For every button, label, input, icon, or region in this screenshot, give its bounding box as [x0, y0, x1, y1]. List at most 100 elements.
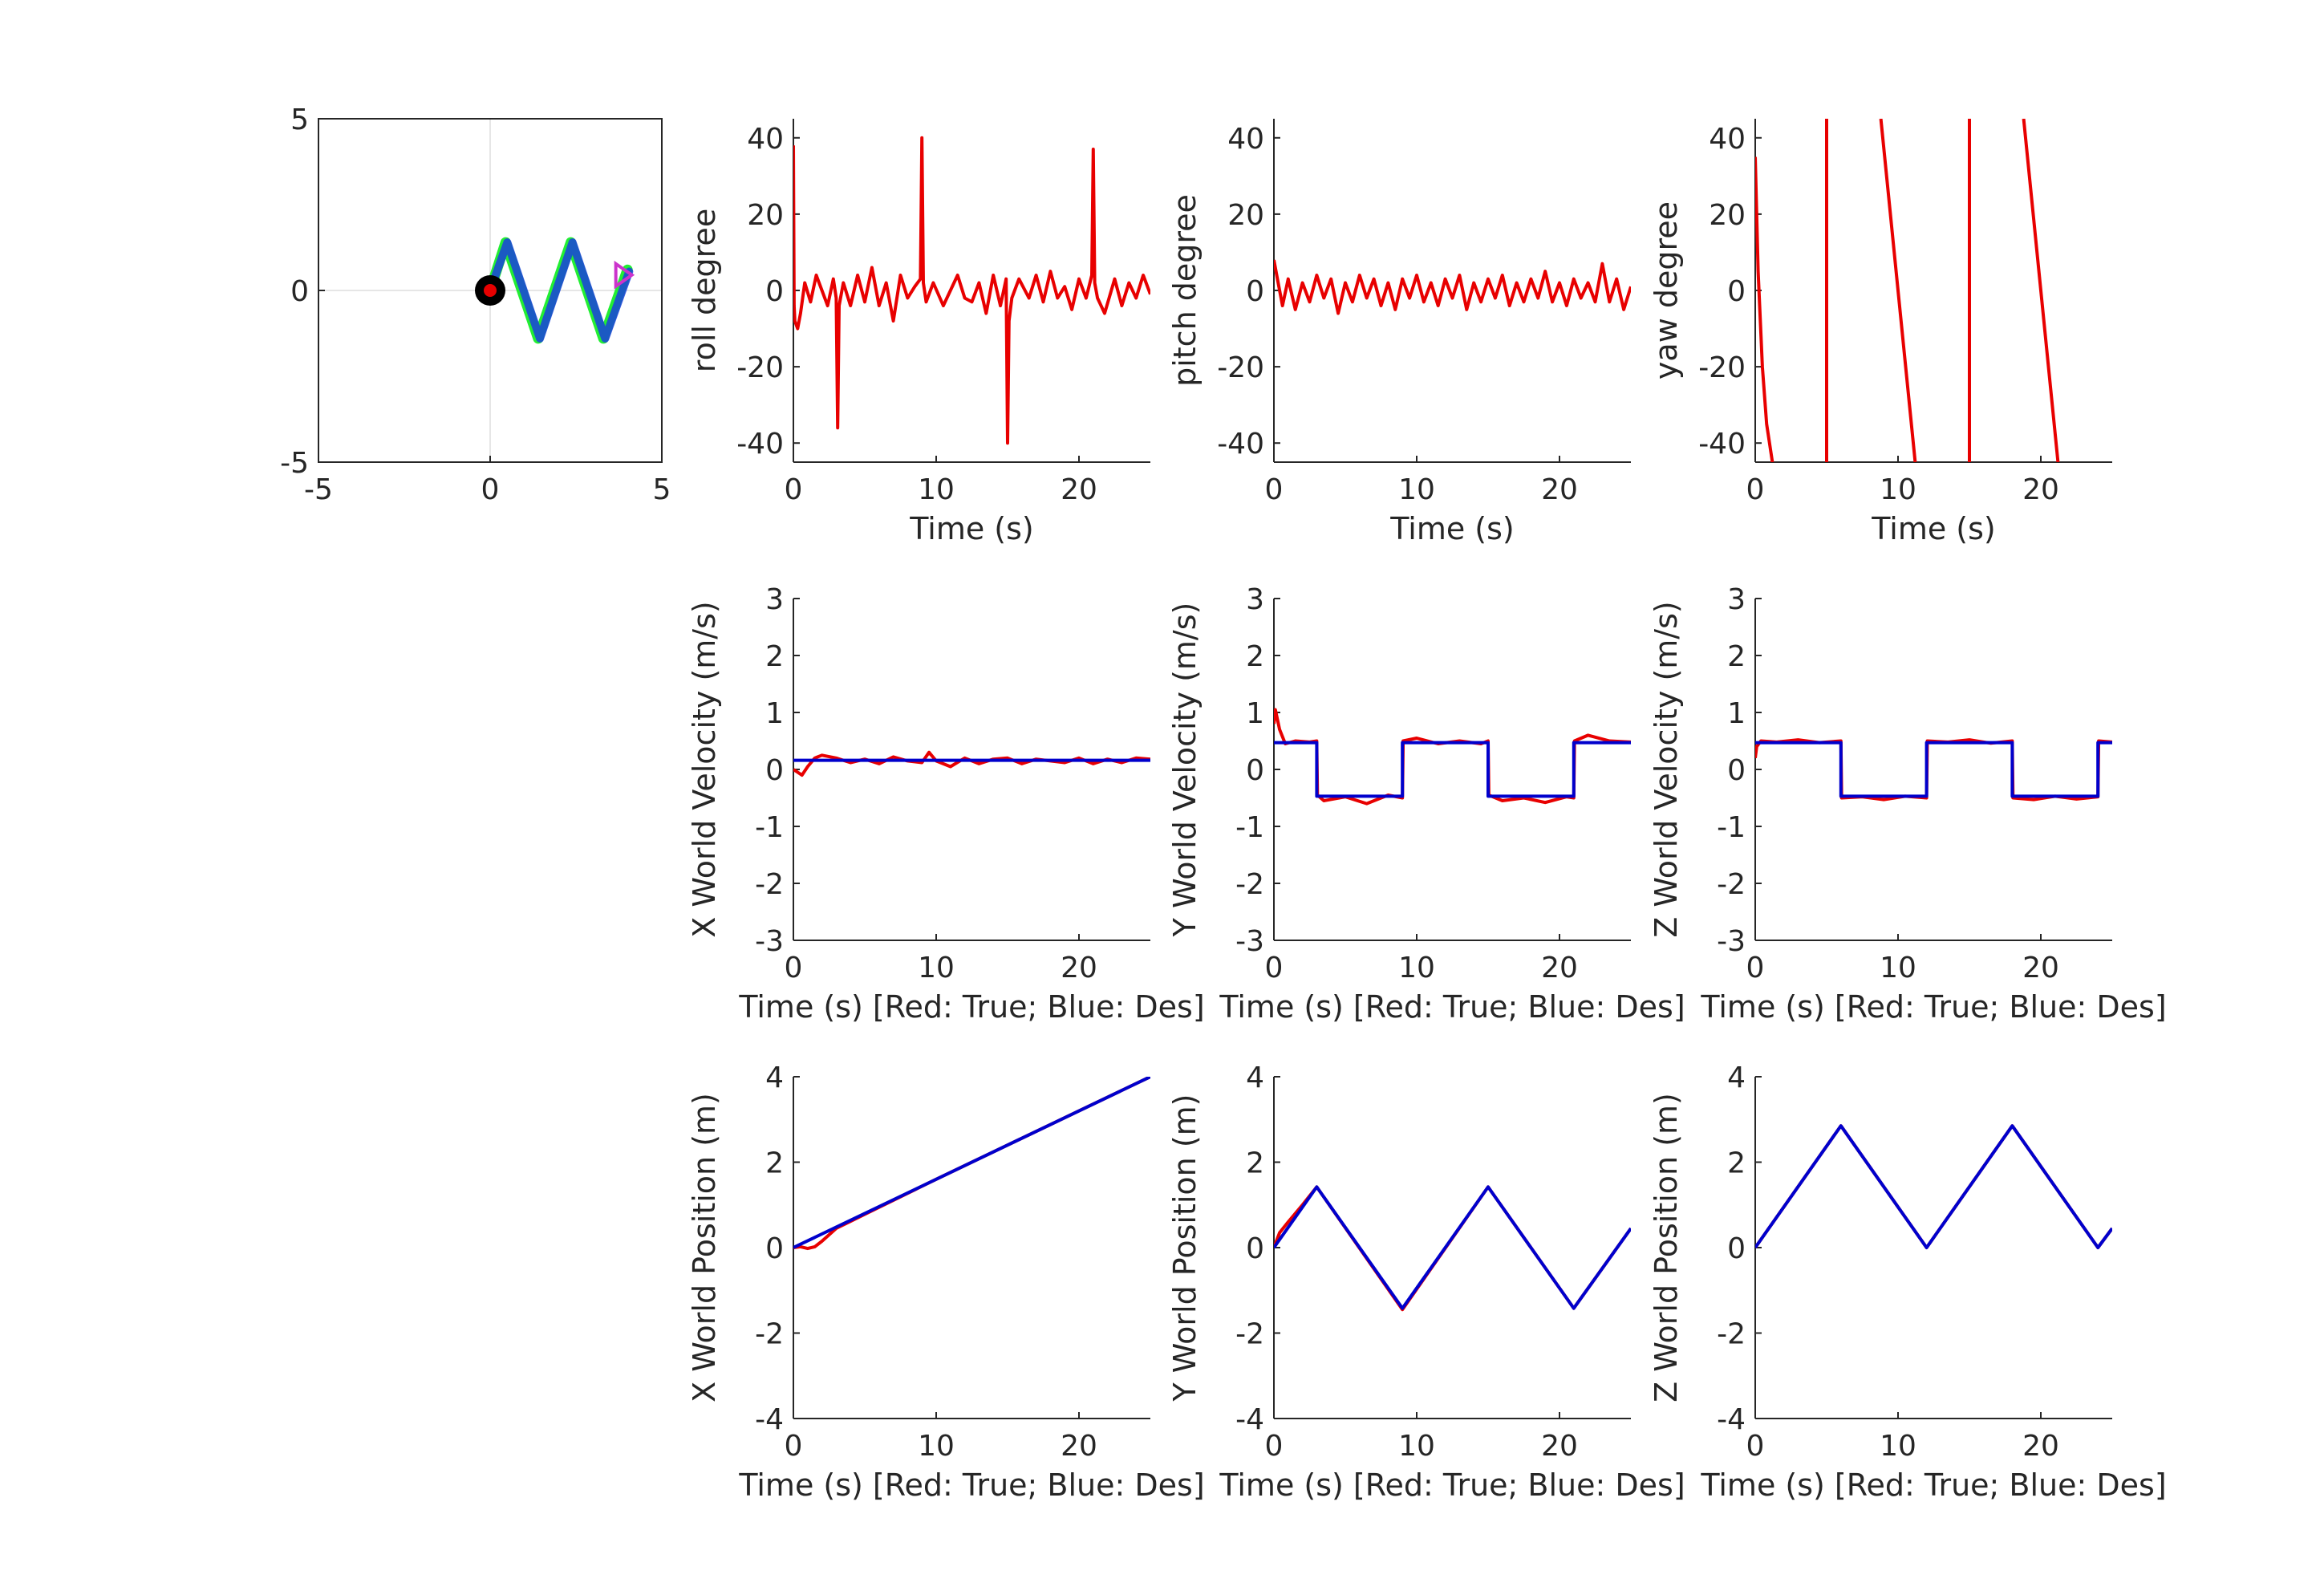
- x-tick-label: 0: [481, 473, 500, 506]
- y-axis-label: Z World Velocity (m/s): [1649, 601, 1684, 938]
- y-tick-label: -5: [280, 447, 309, 480]
- y-tick-label: -1: [1235, 811, 1264, 844]
- y-tick-label: -20: [1698, 351, 1746, 384]
- y-axis-label: roll degree: [687, 209, 722, 372]
- x-tick-label: 10: [918, 473, 955, 506]
- y-tick-label: 3: [765, 583, 784, 616]
- x-axis-label: Time (s): [909, 511, 1034, 546]
- x-tick-label: 10: [1880, 1430, 1916, 1463]
- x-tick-label: 20: [1541, 952, 1578, 984]
- series-line-blue: [1274, 1185, 1631, 1310]
- subplot-z-position: 0 10 20 -4 -2 0 2 4 Time (s) [Red: True; Blue: D…: [1649, 1061, 2167, 1503]
- series-line-blue: [793, 1077, 1150, 1249]
- y-tick-label: -2: [1717, 1318, 1746, 1351]
- subplot-roll: 0 10 20 -40 -20 0 20 40 Time (s) roll degree: [687, 119, 1150, 546]
- y-axis-label: X World Velocity (m/s): [687, 601, 722, 938]
- plot-area: [1274, 1185, 1631, 1312]
- x-axis-label: Time (s) [Red: True; Blue: Des]: [1700, 989, 2166, 1025]
- plot-area: [1755, 1124, 2112, 1249]
- y-tick-label: 4: [1727, 1061, 1746, 1094]
- x-axis-label: Time (s) [Red: True; Blue: Des]: [1219, 989, 1685, 1025]
- x-tick-label: 20: [2022, 473, 2059, 506]
- y-tick-label: 40: [1227, 123, 1264, 156]
- y-tick-label: 4: [765, 1061, 784, 1094]
- y-tick-label: -20: [736, 351, 784, 384]
- x-tick-label: 10: [918, 952, 955, 984]
- plot-area: [1274, 708, 1631, 806]
- y-tick-label: 2: [1246, 640, 1264, 673]
- y-tick-label: 0: [1727, 1232, 1746, 1265]
- y-tick-label: 40: [747, 123, 784, 156]
- y-tick-label: 2: [1727, 1147, 1746, 1180]
- y-tick-label: 0: [290, 275, 309, 308]
- y-tick-label: 2: [1246, 1147, 1264, 1180]
- x-tick-label: 10: [918, 1430, 955, 1463]
- series-line-blue: [1755, 1124, 2112, 1249]
- x-tick-label: 0: [785, 952, 803, 984]
- y-tick-label: -2: [1235, 868, 1264, 901]
- y-tick-label: 20: [1227, 199, 1264, 232]
- plot-area: [1755, 119, 2060, 462]
- x-tick-label: 10: [1398, 473, 1435, 506]
- y-tick-label: 1: [1246, 697, 1264, 730]
- x-tick-label: 0: [1746, 1430, 1765, 1463]
- y-tick-label: 0: [1246, 754, 1264, 787]
- y-tick-label: -1: [755, 811, 784, 844]
- y-tick-label: 0: [765, 275, 784, 308]
- plot-area: [793, 136, 1150, 445]
- x-tick-label: 20: [1541, 1430, 1578, 1463]
- y-tick-label: 0: [765, 754, 784, 787]
- x-axis-label: Time (s) [Red: True; Blue: Des]: [1700, 1467, 2166, 1503]
- y-tick-label: 2: [765, 640, 784, 673]
- y-tick-label: 0: [1246, 1232, 1264, 1265]
- y-axis-label: Z World Position (m): [1649, 1093, 1684, 1402]
- y-tick-label: 40: [1709, 123, 1746, 156]
- y-axis-label: Y World Velocity (m/s): [1167, 603, 1203, 938]
- x-axis-label: Time (s): [1871, 511, 1996, 546]
- end-marker: [614, 260, 635, 290]
- plot-area: [1274, 259, 1631, 315]
- plot-area: [1755, 738, 2112, 802]
- y-tick-label: 0: [765, 1232, 784, 1265]
- y-tick-label: 0: [1727, 275, 1746, 308]
- y-tick-label: -2: [1717, 868, 1746, 901]
- x-tick-label: 20: [1061, 1430, 1097, 1463]
- x-axis-label: Time (s) [Red: True; Blue: Des]: [1219, 1467, 1685, 1503]
- plot-area: [485, 237, 634, 344]
- y-tick-label: 1: [1727, 697, 1746, 730]
- subplot-pitch: 0 10 20 -40 -20 0 20 40 Time (s) pitch degree: [1167, 119, 1631, 546]
- x-tick-label: 0: [1746, 473, 1765, 506]
- subplot-y-velocity: 0 10 20 -3 -2 -1 0 1 2 3 Time (s) [Red: True; Blue…: [1167, 583, 1685, 1025]
- x-tick-label: 10: [1880, 952, 1916, 984]
- y-tick-label: 4: [1246, 1061, 1264, 1094]
- subplot-z-velocity: 0 10 20 -3 -2 -1 0 1 2 3 Time (s) [Red: True; Blue…: [1649, 583, 2167, 1025]
- y-tick-label: 20: [747, 199, 784, 232]
- y-axis-label: yaw degree: [1649, 201, 1684, 380]
- y-axis-label: Y World Position (m): [1167, 1094, 1203, 1402]
- x-tick-label: 10: [1398, 1430, 1435, 1463]
- y-tick-label: 2: [1727, 640, 1746, 673]
- y-tick-label: -20: [1217, 351, 1264, 384]
- x-tick-label: 0: [1746, 952, 1765, 984]
- y-tick-label: 0: [1246, 275, 1264, 308]
- y-tick-label: 20: [1709, 199, 1746, 232]
- series-line-red: [1755, 156, 1774, 462]
- y-tick-label: -40: [736, 428, 784, 461]
- x-tick-label: 0: [785, 473, 803, 506]
- y-tick-label: -3: [1717, 925, 1746, 958]
- subplot-y-position: 0 10 20 -4 -2 0 2 4 Time (s) [Red: True; Blue: D…: [1167, 1061, 1685, 1503]
- y-axis-label: pitch degree: [1167, 194, 1203, 387]
- y-tick-label: -2: [1235, 1318, 1264, 1351]
- series-line-blue: [1755, 741, 2112, 798]
- y-tick-label: -2: [755, 868, 784, 901]
- x-tick-label: 0: [1265, 952, 1284, 984]
- series-line-blue: [486, 238, 634, 343]
- y-tick-label: 5: [290, 104, 309, 136]
- y-tick-label: -4: [1235, 1403, 1264, 1436]
- y-tick-label: -40: [1217, 428, 1264, 461]
- series-line-red: [1879, 119, 1917, 462]
- x-tick-label: 20: [2022, 952, 2059, 984]
- x-tick-label: 0: [1265, 1430, 1284, 1463]
- plot-area: [793, 1077, 1150, 1251]
